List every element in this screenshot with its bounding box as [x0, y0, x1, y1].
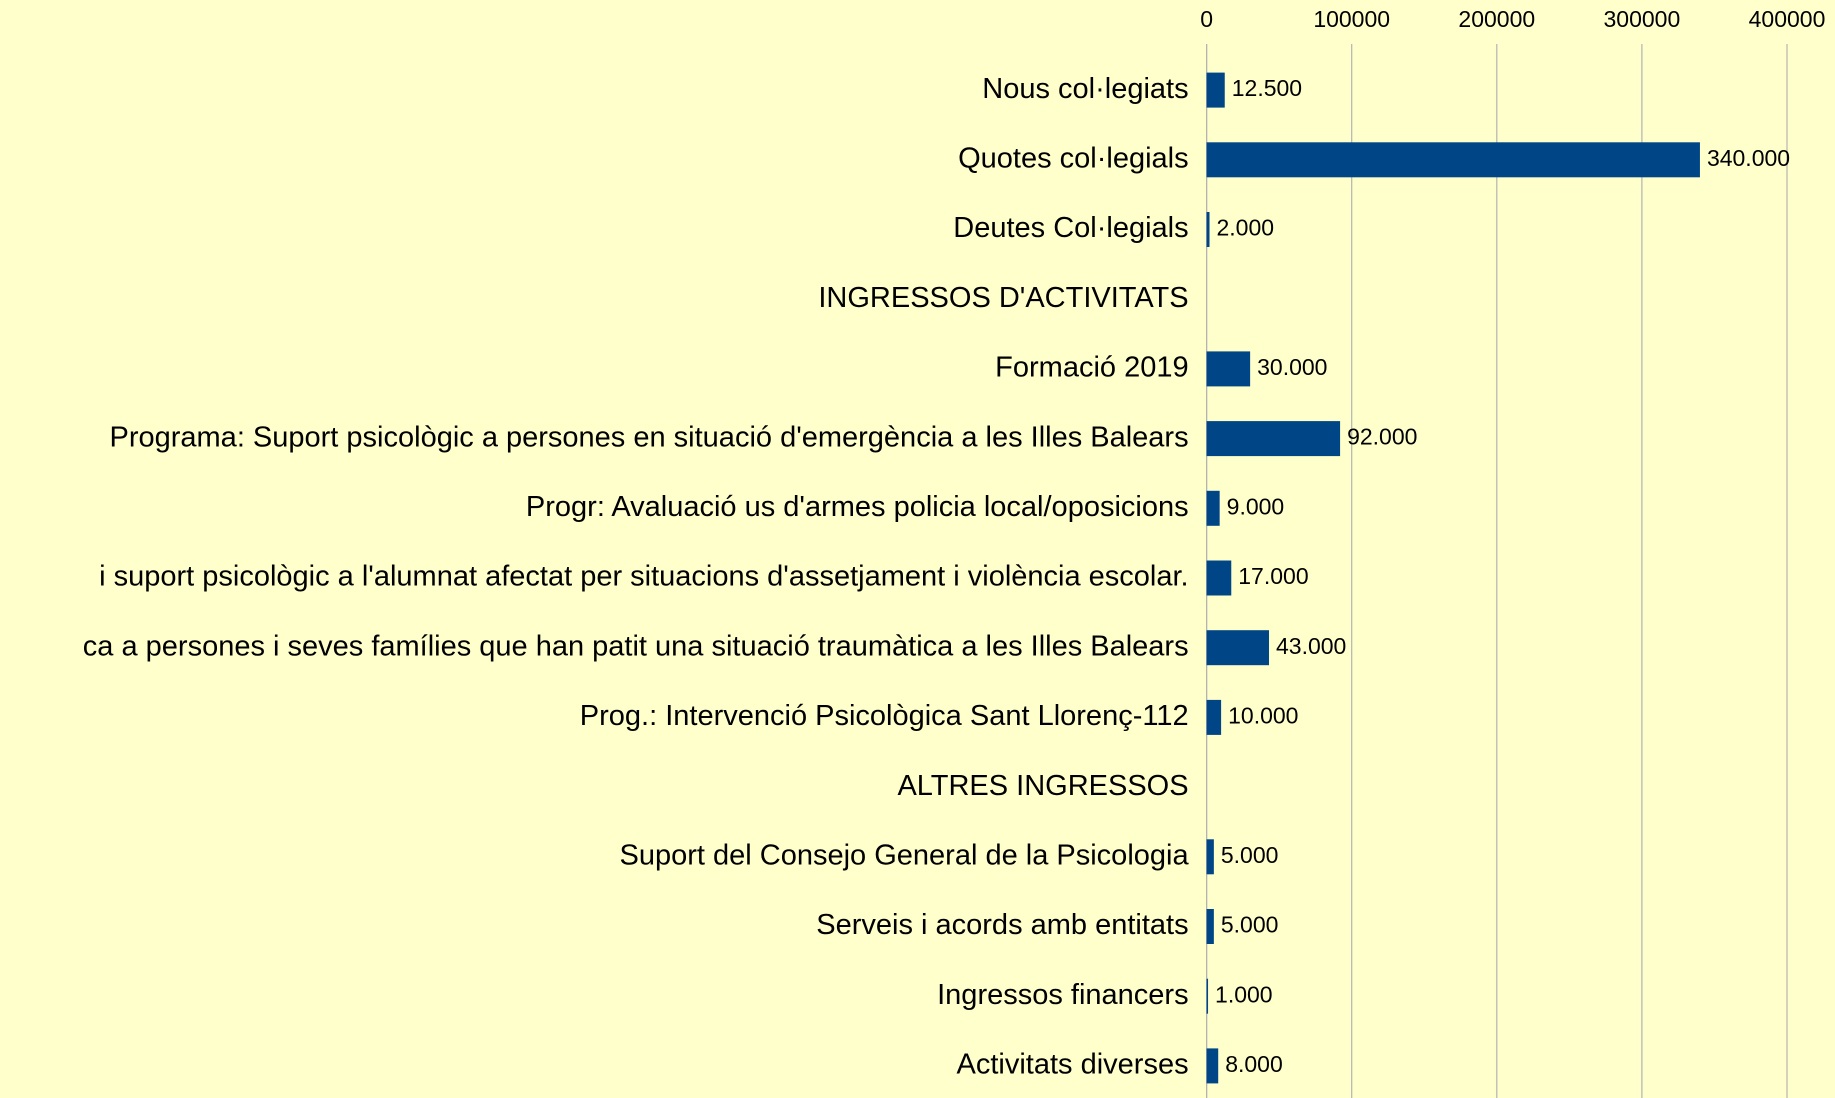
bar	[1206, 978, 1209, 1014]
data-label: 9.000	[1227, 493, 1285, 519]
y-tick-label: Activitats diverses	[957, 1049, 1189, 1081]
y-tick-label: Progr: Avaluació us d'armes policia loca…	[526, 491, 1189, 523]
bar	[1206, 909, 1214, 944]
bar	[1206, 699, 1222, 735]
data-label: 5.000	[1221, 912, 1279, 938]
y-tick-label: Formació 2019	[995, 352, 1188, 384]
bar	[1206, 1048, 1219, 1084]
y-tick-label: Quotes col·legials	[958, 142, 1189, 174]
data-label: 1.000	[1215, 981, 1273, 1007]
x-tick-label: 400000	[1749, 6, 1826, 32]
bar	[1206, 490, 1220, 526]
y-tick-label: i suport psicològic a l'alumnat afectat …	[99, 561, 1188, 593]
x-tick-label: 300000	[1604, 6, 1681, 32]
y-tick-label: ALTRES INGRESSOS	[897, 770, 1188, 802]
data-label: 5.000	[1221, 842, 1279, 868]
data-label: 17.000	[1238, 563, 1308, 589]
data-label: 2.000	[1217, 215, 1275, 241]
bar	[1206, 839, 1214, 875]
data-label: 43.000	[1276, 633, 1346, 659]
data-label: 10.000	[1228, 702, 1298, 728]
y-tick-label: Serveis i acords amb entitats	[816, 909, 1188, 941]
y-tick-label: Nous col·legiats	[982, 73, 1188, 105]
x-tick-label: 100000	[1313, 6, 1390, 32]
bar	[1206, 560, 1232, 596]
data-label: 30.000	[1257, 354, 1327, 380]
y-tick-label: INGRESSOS D'ACTIVITATS	[818, 282, 1188, 314]
y-tick-label: Prog.: Intervenció Psicològica Sant Llor…	[580, 700, 1189, 732]
y-tick-label: ca a persones i seves famílies que han p…	[83, 630, 1189, 662]
y-tick-label: Deutes Col·legials	[953, 212, 1188, 244]
bar	[1206, 630, 1269, 666]
bar	[1206, 72, 1225, 108]
y-tick-label: Suport del Consejo General de la Psicolo…	[620, 839, 1190, 871]
y-tick-label: Programa: Suport psicològic a persones e…	[109, 421, 1188, 453]
x-tick-label: 0	[1200, 6, 1213, 32]
bar	[1206, 142, 1700, 178]
data-label: 92.000	[1347, 424, 1417, 450]
x-tick-label: 200000	[1458, 6, 1535, 32]
bar	[1206, 212, 1210, 247]
bar	[1206, 351, 1251, 387]
data-label: 12.500	[1232, 75, 1302, 101]
y-tick-label: Ingressos financers	[937, 979, 1188, 1011]
data-label: 8.000	[1225, 1051, 1283, 1077]
data-label: 340.000	[1707, 145, 1790, 171]
bar	[1206, 421, 1341, 457]
